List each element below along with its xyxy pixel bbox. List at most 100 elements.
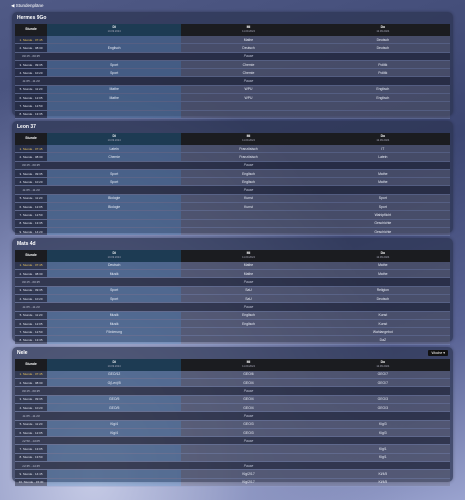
period-label: 3. Stunde · 09:35 (15, 395, 47, 405)
day-date: 11.09.2024 (242, 255, 255, 259)
period-label: 6. Stunde · 12:05 (15, 202, 47, 212)
day-header: Do 12.09.2024 (315, 249, 450, 262)
lesson-cell: Sport (315, 194, 450, 204)
lesson-row: 4. Stunde · 10:20 Sport SaU Deutsch (15, 294, 450, 304)
lesson-cell: Mathe (315, 261, 450, 271)
lesson-row: 8. Stunde · 13:35 Geschichte (15, 219, 450, 228)
lesson-cell: Mathe (181, 261, 316, 271)
period-label: 8. Stunde · 13:50 (15, 453, 47, 463)
lesson-cell: GEO/5 (47, 403, 182, 413)
lesson-cell: Kunst (181, 194, 316, 204)
lesson-row: 3. Stunde · 09:35 Sport Englisch Mathe (15, 169, 450, 179)
period-label: 11:05 - 11:20 (15, 411, 47, 421)
panel: Hermes 9Go Stunde Di 10.09.2024 Mi 11.09.2024… (12, 12, 453, 119)
lesson-cell: Kig/4 (47, 420, 182, 429)
lesson-row: 1. Stunde · 07:45 Mathe Deutsch (15, 36, 450, 45)
break-cell: Pause (47, 461, 450, 471)
panel-title: Leon 37 (17, 124, 36, 130)
lesson-row: 1. Stunde · 07:45 Latein Französisch IT (15, 145, 450, 154)
lesson-cell: Kig/1 (315, 444, 450, 454)
period-label: 3. Stunde · 09:35 (15, 60, 47, 70)
lesson-row: 11:05 - 11:20 Pause (15, 302, 450, 312)
day-date: 12.09.2024 (376, 30, 390, 33)
lesson-cell: Englisch (181, 177, 316, 187)
lesson-cell: Latein (47, 145, 182, 154)
period-label: 5. Stunde · 11:20 (15, 311, 47, 320)
break-cell: Pause (47, 302, 450, 312)
lesson-cell: GEO/5 (47, 395, 182, 405)
lesson-cell: Deutsch (181, 43, 316, 53)
view-button[interactable]: Woche ▾ (428, 349, 448, 356)
day-header: Do 12.09.2024 (315, 24, 450, 36)
day-name: Do (380, 251, 386, 255)
period-label: 8. Stunde · 13:35 (15, 219, 47, 228)
corner-header: Stunde (15, 358, 47, 371)
lesson-cell: DaZ (315, 335, 450, 345)
lesson-cell: Geschichte (315, 219, 450, 228)
period-label: 7. Stunde · 12:50 (15, 327, 47, 337)
lesson-row: 5. Stunde · 11:20 Musik Englisch Kunst (15, 311, 450, 320)
lesson-cell: Englisch (315, 93, 450, 103)
panel-title: Hermes 9Go (17, 15, 47, 21)
lesson-cell: Musik (47, 311, 182, 320)
day-header: Mi 11.09.2024 (181, 358, 316, 371)
lesson-cell: GEO/7 (315, 370, 450, 380)
day-date: 10.09.2024 (107, 139, 121, 142)
lesson-row: 09:15 - 09:35 Pause (15, 386, 450, 396)
lesson-cell: Kig/3 (315, 428, 450, 438)
lesson-cell (181, 210, 316, 220)
lesson-row: 3. Stunde · 09:35 Sport SaU Religion (15, 286, 450, 296)
lesson-cell: Kig/2/17 (181, 469, 316, 479)
lesson-cell: Sport (47, 60, 182, 70)
timetable: Stunde Di 10.09.2024 Mi 11.09.2024 Do 12.09.20… (15, 133, 450, 237)
day-header: Di 10.09.2024 (47, 24, 182, 36)
lesson-row: 5. Stunde · 11:20 Biologie Kunst Sport (15, 194, 450, 204)
lesson-cell: Mathe (315, 177, 450, 187)
lesson-cell: Englisch (181, 319, 316, 329)
lesson-cell: Förderung (47, 327, 182, 337)
lesson-row: 11:05 - 11:20 Pause (15, 185, 450, 195)
period-label: 09:15 - 09:35 (15, 386, 47, 396)
period-label: 09:15 - 09:35 (15, 161, 47, 170)
lesson-cell: Sport (47, 294, 182, 304)
period-label: 2. Stunde · 08:30 (15, 43, 47, 53)
lesson-cell: SaU (181, 286, 316, 296)
lesson-row: 7. Stunde · 12:50 (15, 101, 450, 111)
back-link[interactable]: ◀ Stundenpläne (11, 3, 44, 8)
period-label: 14:35 - 14:45 (15, 461, 47, 471)
lesson-cell (47, 110, 182, 119)
period-label: 1. Stunde · 07:45 (15, 145, 47, 154)
lesson-cell: GEO/4 (181, 403, 316, 413)
lesson-row: 2. Stunde · 08:30 Chemie Französisch Latein (15, 152, 450, 162)
day-header: Do 12.09.2024 (315, 358, 450, 371)
lesson-cell: Sport (47, 286, 182, 296)
day-header: Mi 11.09.2024 (181, 24, 316, 36)
lesson-cell: Kl/4/5 (315, 469, 450, 479)
lesson-cell: Politik (315, 60, 450, 70)
lesson-cell: Geschichte (315, 227, 450, 237)
day-date: 12.09.2024 (376, 364, 390, 368)
day-name: Mi (246, 25, 251, 30)
lesson-row: 7. Stunde · 12:50 Wahlpflicht (15, 210, 450, 220)
period-label: 3. Stunde · 09:35 (15, 286, 47, 296)
lesson-row: 6. Stunde · 12:05 Musik Englisch Kunst (15, 319, 450, 329)
panel: Nele Woche ▾ Stunde Di 10.09.2024 Mi 11.09.202… (12, 346, 453, 487)
lesson-row: 11:05 - 11:20 Pause (15, 411, 450, 421)
day-name: Di (112, 251, 116, 255)
period-label: 1. Stunde · 07:45 (15, 36, 47, 45)
lesson-cell (47, 219, 182, 228)
lesson-cell: Kunst (181, 202, 316, 212)
day-date: 11.09.2024 (242, 139, 255, 142)
lesson-cell: Englisch (47, 43, 182, 53)
lesson-cell: Kig/2/17 (181, 478, 316, 487)
break-cell: Pause (47, 411, 450, 421)
period-label: 6. Stunde · 12:05 (15, 428, 47, 438)
period-label: 4. Stunde · 10:20 (15, 294, 47, 304)
lesson-cell: Französisch (181, 145, 316, 154)
break-cell: Pause (47, 185, 450, 195)
lesson-row: 4. Stunde · 10:20 Sport Englisch Mathe (15, 177, 450, 187)
day-date: 11.09.2024 (242, 30, 255, 33)
lesson-row: 8. Stunde · 13:50 Kig/1 (15, 453, 450, 463)
period-label: 10. Stunde · 15:30 (15, 478, 47, 487)
lesson-row: 14:35 - 14:45 Pause (15, 461, 450, 471)
